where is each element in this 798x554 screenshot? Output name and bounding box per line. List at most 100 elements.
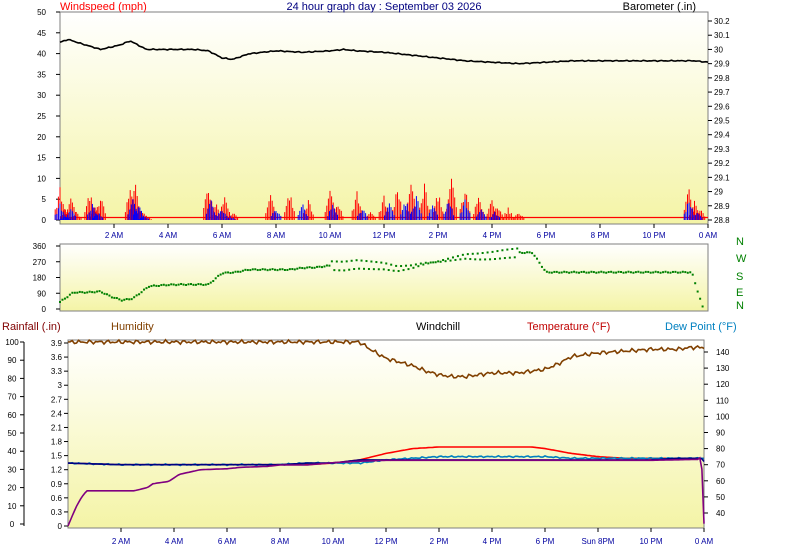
direction-point [662, 271, 665, 274]
time-tick-label: 2 AM [105, 231, 124, 240]
panel2-series [59, 247, 704, 308]
temperature-tick-label: 50 [716, 493, 725, 502]
direction-point [474, 258, 477, 261]
direction-point [103, 292, 106, 295]
direction-point [353, 268, 356, 271]
wind-barometer-panel: 24 hour graph day : September 03 2026 Wi… [37, 1, 730, 240]
compass-label: W [736, 253, 747, 265]
direction-point [76, 291, 79, 294]
direction-point [362, 267, 365, 270]
direction-point [565, 271, 568, 274]
direction-point [244, 268, 247, 271]
direction-point [429, 261, 432, 264]
rainfall-tick-label: 0.3 [51, 508, 63, 517]
direction-point [649, 271, 652, 274]
direction-point [652, 271, 655, 274]
direction-point [227, 271, 230, 274]
direction-point [590, 270, 593, 273]
temperature-label: Temperature (°F) [527, 321, 610, 333]
windspeed-tick-label: 35 [37, 70, 46, 79]
barometer-tick-label: 29 [714, 188, 723, 197]
direction-point [86, 291, 89, 294]
direction-point [115, 297, 118, 300]
temperature-tick-label: 40 [716, 509, 725, 518]
time-tick-label: 10 PM [642, 231, 665, 240]
direction-point [276, 269, 279, 272]
direction-point [459, 258, 462, 261]
direction-point [207, 282, 210, 285]
direction-point [189, 283, 192, 286]
direction-point [624, 271, 627, 274]
direction-point [681, 270, 684, 273]
direction-tick-label: 90 [37, 289, 46, 298]
rainfall-tick-label: 1.5 [51, 452, 63, 461]
direction-point [464, 257, 467, 260]
direction-point [447, 257, 450, 260]
dew-point-label: Dew Point (°F) [665, 321, 737, 333]
direction-point [185, 284, 188, 287]
direction-point [212, 280, 215, 283]
rainfall-tick-label: 1.2 [51, 466, 63, 475]
direction-point [365, 260, 368, 263]
rainfall-tick-label: 3.9 [51, 339, 63, 348]
direction-point [288, 268, 291, 271]
temperature-tick-label: 120 [716, 380, 730, 389]
direction-point [511, 248, 514, 251]
direction-point [466, 253, 469, 256]
direction-point [521, 251, 524, 254]
direction-point [266, 269, 269, 272]
direction-point [167, 284, 170, 287]
direction-tick-label: 270 [33, 258, 47, 267]
direction-point [348, 268, 351, 271]
direction-point [345, 260, 348, 263]
direction-point [397, 270, 400, 273]
direction-point [123, 298, 126, 301]
direction-point [578, 271, 581, 274]
direction-point [476, 252, 479, 255]
direction-point [293, 268, 296, 271]
direction-point [66, 296, 69, 299]
direction-point [269, 268, 272, 271]
direction-point [615, 271, 618, 274]
direction-point [125, 298, 128, 301]
direction-point [637, 270, 640, 273]
direction-point [320, 266, 323, 269]
direction-degree-ticks: 0 90 180 270 360 [33, 242, 60, 314]
windspeed-tick-label: 40 [37, 50, 46, 59]
direction-point [83, 291, 86, 294]
direction-point [318, 265, 321, 268]
direction-point [568, 271, 571, 274]
rainfall-label: Rainfall (.in) [2, 321, 61, 333]
direction-point [437, 260, 440, 263]
direction-point [449, 259, 452, 262]
time-tick-label: 12 PM [372, 231, 395, 240]
direction-point [135, 294, 138, 297]
barometer-tick-label: 29.4 [714, 131, 730, 140]
direction-point [271, 268, 274, 271]
direction-point [130, 298, 133, 301]
direction-point [605, 271, 608, 274]
time-tick-label: 4 AM [165, 537, 184, 546]
direction-point [143, 288, 146, 291]
windspeed-ticks: 0 5 10 15 20 25 30 35 40 45 50 [37, 8, 60, 225]
direction-point [422, 263, 425, 266]
direction-point [338, 269, 341, 272]
direction-point [311, 266, 314, 269]
direction-point [120, 299, 123, 302]
direction-point [617, 270, 620, 273]
direction-point [355, 259, 358, 262]
direction-point [194, 283, 197, 286]
direction-point [73, 291, 76, 294]
time-tick-label: Sun 8PM [582, 537, 615, 546]
barometer-tick-label: 29.1 [714, 173, 730, 182]
windspeed-axis-label: Windspeed (mph) [60, 1, 147, 13]
direction-point [108, 294, 111, 297]
direction-point [486, 251, 489, 254]
direction-point [484, 258, 487, 261]
humidity-tick-label: 20 [8, 484, 17, 493]
direction-point [392, 269, 395, 272]
direction-point [343, 269, 346, 272]
compass-label: E [736, 287, 743, 299]
rainfall-tick-label: 0.6 [51, 494, 63, 503]
direction-point [180, 282, 183, 285]
